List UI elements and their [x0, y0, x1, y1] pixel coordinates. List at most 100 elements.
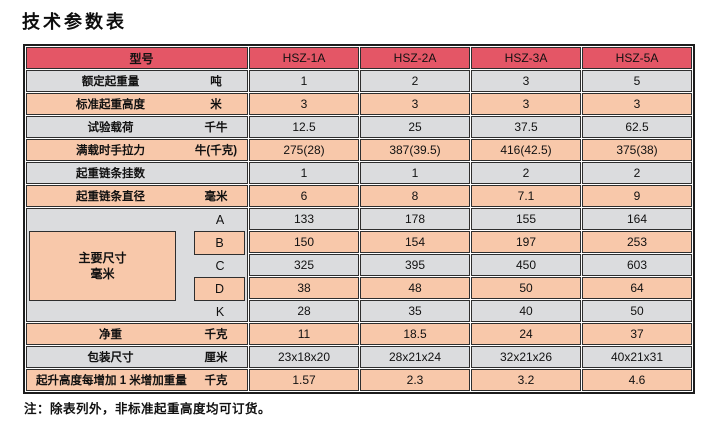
param-row: 净重 千克 11 18.5 24 37 — [26, 323, 692, 345]
param-label-cell: 满载时手拉力 牛(千克) — [26, 139, 248, 161]
dimension-letter: A — [215, 213, 225, 227]
param-label: 起重链条直径 — [76, 191, 145, 203]
dimension-letter: B — [194, 231, 245, 255]
dimension-row: 38 48 50 64 — [26, 277, 692, 299]
param-row: 起重链条直径 毫米 6 8 7.1 9 — [26, 185, 692, 207]
value-cell: 155 — [471, 208, 581, 230]
value-cell: 5 — [582, 70, 692, 92]
param-row: 额定起重量 吨 1 2 3 5 — [26, 70, 692, 92]
dimension-letter: C — [215, 259, 225, 273]
value-cell: 24 — [471, 323, 581, 345]
model-header-cell: HSZ-1A — [249, 47, 359, 69]
param-row: 试验载荷 千牛 12.5 25 37.5 62.5 — [26, 116, 692, 138]
dimension-row: 28 35 40 50 — [26, 300, 692, 322]
value-cell: 1.57 — [249, 369, 359, 391]
value-cell: 2.3 — [360, 369, 470, 391]
value-cell: 375(38) — [582, 139, 692, 161]
table-header-row: 型号 HSZ-1A HSZ-2A HSZ-3A HSZ-5A — [26, 47, 692, 69]
unit-label: 米 — [210, 99, 222, 111]
value-cell: 48 — [360, 277, 470, 299]
param-label-cell: 包装尺寸 厘米 — [26, 346, 248, 368]
value-cell: 11 — [249, 323, 359, 345]
value-cell: 37.5 — [471, 116, 581, 138]
param-row: 满载时手拉力 牛(千克) 275(28) 387(39.5) 416(42.5)… — [26, 139, 692, 161]
value-cell: 23x18x20 — [249, 346, 359, 368]
dimensions-group-title: 主要尺寸 — [78, 251, 127, 265]
value-cell: 2 — [471, 162, 581, 184]
param-row: 起重链条挂数 1 1 2 2 — [26, 162, 692, 184]
dimension-row: 325 395 450 603 — [26, 254, 692, 276]
unit-label: 吨 — [210, 76, 222, 88]
model-header-cell: HSZ-5A — [582, 47, 692, 69]
value-cell: 395 — [360, 254, 470, 276]
value-cell: 28x21x24 — [360, 346, 470, 368]
model-label-cell: 型号 — [26, 47, 248, 69]
value-cell: 1 — [249, 162, 359, 184]
param-label: 标准起重高度 — [76, 99, 145, 111]
param-row: 起升高度每增加 1 米增加重量 千克 1.57 2.3 3.2 4.6 — [26, 369, 692, 391]
unit-label: 牛(千克) — [194, 145, 238, 157]
value-cell: 253 — [582, 231, 692, 253]
value-cell: 603 — [582, 254, 692, 276]
value-cell: 275(28) — [249, 139, 359, 161]
value-cell: 197 — [471, 231, 581, 253]
param-label: 净重 — [99, 329, 122, 341]
model-header-cell: HSZ-3A — [471, 47, 581, 69]
param-label: 满载时手拉力 — [76, 145, 145, 157]
param-label: 起升高度每增加 1 米增加重量 — [36, 375, 187, 387]
dimensions-merged-cell: 主要尺寸 毫米 A B C D K — [26, 208, 248, 322]
param-label-cell: 净重 千克 — [26, 323, 248, 345]
unit-label: 千克 — [204, 375, 228, 387]
value-cell: 6 — [249, 185, 359, 207]
param-label: 包装尺寸 — [87, 352, 134, 364]
value-cell: 50 — [471, 277, 581, 299]
param-label-cell: 起升高度每增加 1 米增加重量 千克 — [26, 369, 248, 391]
value-cell: 25 — [360, 116, 470, 138]
value-cell: 1 — [249, 70, 359, 92]
param-label: 额定起重量 — [81, 76, 140, 88]
value-cell: 32x21x26 — [471, 346, 581, 368]
value-cell: 154 — [360, 231, 470, 253]
value-cell: 9 — [582, 185, 692, 207]
value-cell: 416(42.5) — [471, 139, 581, 161]
value-cell: 3 — [360, 93, 470, 115]
footnote: 注：除表列外，非标准起重高度均可订货。 — [24, 402, 272, 416]
param-row: 标准起重高度 米 3 3 3 3 — [26, 93, 692, 115]
unit-label: 千牛 — [204, 122, 228, 134]
value-cell: 450 — [471, 254, 581, 276]
value-cell: 4.6 — [582, 369, 692, 391]
value-cell: 164 — [582, 208, 692, 230]
value-cell: 38 — [249, 277, 359, 299]
value-cell: 64 — [582, 277, 692, 299]
value-cell: 12.5 — [249, 116, 359, 138]
unit-label: 毫米 — [204, 191, 228, 203]
value-cell: 62.5 — [582, 116, 692, 138]
value-cell: 325 — [249, 254, 359, 276]
value-cell: 3 — [471, 93, 581, 115]
page-title: 技术参数表 — [22, 12, 127, 32]
dimension-row: 150 154 197 253 — [26, 231, 692, 253]
value-cell: 7.1 — [471, 185, 581, 207]
value-cell: 3 — [249, 93, 359, 115]
param-label-cell: 标准起重高度 米 — [26, 93, 248, 115]
value-cell: 150 — [249, 231, 359, 253]
value-cell: 37 — [582, 323, 692, 345]
value-cell: 40 — [471, 300, 581, 322]
param-label: 试验载荷 — [87, 122, 134, 134]
value-cell: 387(39.5) — [360, 139, 470, 161]
value-cell: 3 — [471, 70, 581, 92]
value-cell: 2 — [360, 70, 470, 92]
dimensions-group-unit: 毫米 — [90, 267, 115, 281]
spec-table: 型号 HSZ-1A HSZ-2A HSZ-3A HSZ-5A 额定起重量 吨 1… — [23, 44, 695, 394]
param-label-cell: 起重链条直径 毫米 — [26, 185, 248, 207]
param-label-cell: 试验载荷 千牛 — [26, 116, 248, 138]
dimension-letter: D — [194, 277, 245, 301]
value-cell: 3 — [582, 93, 692, 115]
unit-label: 千克 — [204, 329, 228, 341]
value-cell: 18.5 — [360, 323, 470, 345]
value-cell: 40x21x31 — [582, 346, 692, 368]
dimension-row: 主要尺寸 毫米 A B C D K 133 178 155 164 — [26, 208, 692, 322]
value-cell: 28 — [249, 300, 359, 322]
param-label-cell: 起重链条挂数 — [26, 162, 248, 184]
dimensions-group-label: 主要尺寸 毫米 — [29, 231, 176, 301]
